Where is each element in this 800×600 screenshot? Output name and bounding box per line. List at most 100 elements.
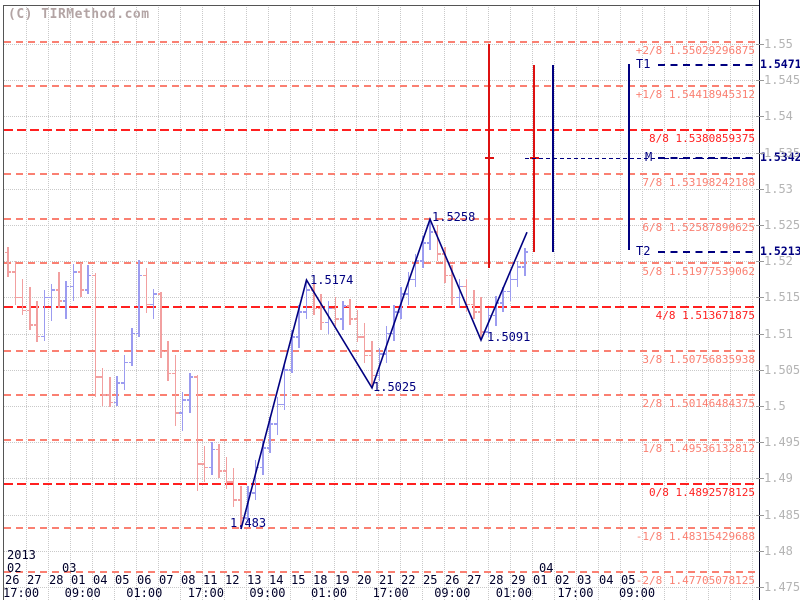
- axis-tick: [756, 369, 764, 371]
- price-bar-close-tick: [234, 499, 237, 501]
- price-bar: [152, 288, 155, 320]
- date-label: 22: [401, 573, 416, 587]
- price-bar-open-tick: [325, 321, 328, 324]
- month-label: 04: [539, 561, 554, 575]
- price-bar-open-tick: [62, 300, 66, 302]
- price-bar-open-tick: [48, 296, 51, 299]
- murrey-label: 3/8 1.50756835938: [642, 353, 755, 367]
- grid-line-v: [730, 5, 731, 600]
- price-bar-close-tick: [270, 423, 274, 425]
- price-bar-open-tick: [113, 401, 117, 404]
- axis-label-gray: 1.52: [764, 254, 793, 269]
- murrey-label: -1/8 1.48315429688: [635, 529, 755, 543]
- price-bar-open-tick: [266, 447, 270, 449]
- price-bar-close-tick: [66, 285, 70, 288]
- price-bar: [363, 322, 366, 363]
- price-bar-close-tick: [212, 448, 216, 451]
- price-bar-close-tick: [88, 274, 92, 277]
- price-bar-close-tick: [81, 289, 85, 291]
- price-bar: [94, 272, 97, 398]
- murrey-label: 2/8 1.50146484375: [642, 397, 755, 411]
- grid-line-v: [708, 5, 709, 600]
- grid-line-v: [92, 5, 93, 600]
- grid-line-v: [26, 5, 27, 600]
- grid-line-h: [3, 261, 759, 263]
- price-bar: [101, 368, 104, 406]
- price-bar-open-tick: [441, 253, 445, 255]
- price-bar-close-tick: [16, 296, 19, 299]
- time-label: 17:00: [3, 586, 40, 600]
- date-label: 01: [71, 573, 86, 587]
- price-bar-close-tick: [438, 253, 441, 255]
- price-bar-open-tick: [55, 289, 59, 291]
- price-bar-open-tick: [26, 309, 30, 312]
- date-label: 07: [159, 573, 174, 587]
- time-label: 09:00: [249, 586, 286, 600]
- price-bar-close-tick: [380, 353, 383, 355]
- price-bar-close-tick: [117, 382, 121, 384]
- date-label: 28: [49, 573, 64, 587]
- grid-line-v: [70, 5, 71, 600]
- price-bar-close-tick: [321, 321, 325, 324]
- axis-tick: [756, 152, 764, 154]
- price-bar: [80, 262, 82, 298]
- price-bar-close-tick: [198, 463, 201, 465]
- date-label: 05: [621, 573, 636, 587]
- price-bar-open-tick: [41, 335, 44, 338]
- price-bar: [283, 362, 286, 410]
- price-bar-open-tick: [128, 361, 131, 364]
- grid-line-v: [752, 5, 753, 600]
- time-label: 01:00: [495, 586, 532, 600]
- price-bar-open-tick: [194, 376, 197, 378]
- price-bar-open-tick: [361, 336, 364, 338]
- price-bar-close-tick: [190, 376, 194, 378]
- grid-line-h: [3, 550, 759, 552]
- price-bar-open-tick: [244, 517, 248, 519]
- date-label: 26: [445, 573, 460, 587]
- price-bar: [305, 280, 308, 320]
- murrey-line: [4, 482, 758, 485]
- price-bar: [254, 460, 257, 501]
- price-bar-open-tick: [99, 376, 102, 378]
- price-bar-close-tick: [139, 274, 143, 277]
- grid-line-v: [246, 5, 247, 600]
- grid-line-v: [576, 5, 577, 600]
- axis-tick: [756, 587, 764, 588]
- price-bar: [116, 375, 118, 406]
- price-bar: [167, 340, 169, 381]
- axis-label-gray: 1.525: [764, 218, 800, 232]
- price-bar: [87, 264, 89, 294]
- axis-tick: [756, 550, 764, 552]
- price-bar: [174, 355, 177, 427]
- price-bar: [429, 219, 431, 251]
- murrey-label: 1/8 1.49536132812: [642, 441, 755, 455]
- grid-line-v: [312, 5, 313, 600]
- price-bar: [473, 290, 475, 320]
- price-bar-open-tick: [179, 412, 182, 414]
- price-bar: [349, 298, 351, 325]
- price-bar-open-tick: [186, 399, 190, 401]
- price-bar-close-tick: [394, 311, 398, 313]
- price-bar: [495, 295, 497, 327]
- price-bar-close-tick: [329, 307, 332, 309]
- price-bar: [109, 377, 111, 408]
- axis-label-navy: 1.5342: [760, 150, 800, 165]
- grid-line-h: [3, 152, 759, 154]
- murrey-label: +1/8 1.54418945312: [635, 88, 755, 102]
- grid-line-h: [3, 514, 759, 516]
- grid-line-h: [3, 369, 759, 371]
- time-label: 09:00: [64, 586, 101, 600]
- grid-line-v: [180, 5, 181, 600]
- month-label: 03: [62, 561, 77, 575]
- price-bar-open-tick: [456, 296, 459, 299]
- grid-line-v: [114, 5, 115, 600]
- murrey-label: 6/8 1.52587890625: [642, 220, 755, 234]
- price-bar-close-tick: [241, 517, 245, 519]
- axis-label-gray: 1.515: [764, 290, 800, 305]
- grid-line-v: [510, 5, 511, 600]
- price-bar: [422, 235, 424, 269]
- price-bar-open-tick: [514, 278, 517, 281]
- price-bar-close-tick: [314, 307, 317, 309]
